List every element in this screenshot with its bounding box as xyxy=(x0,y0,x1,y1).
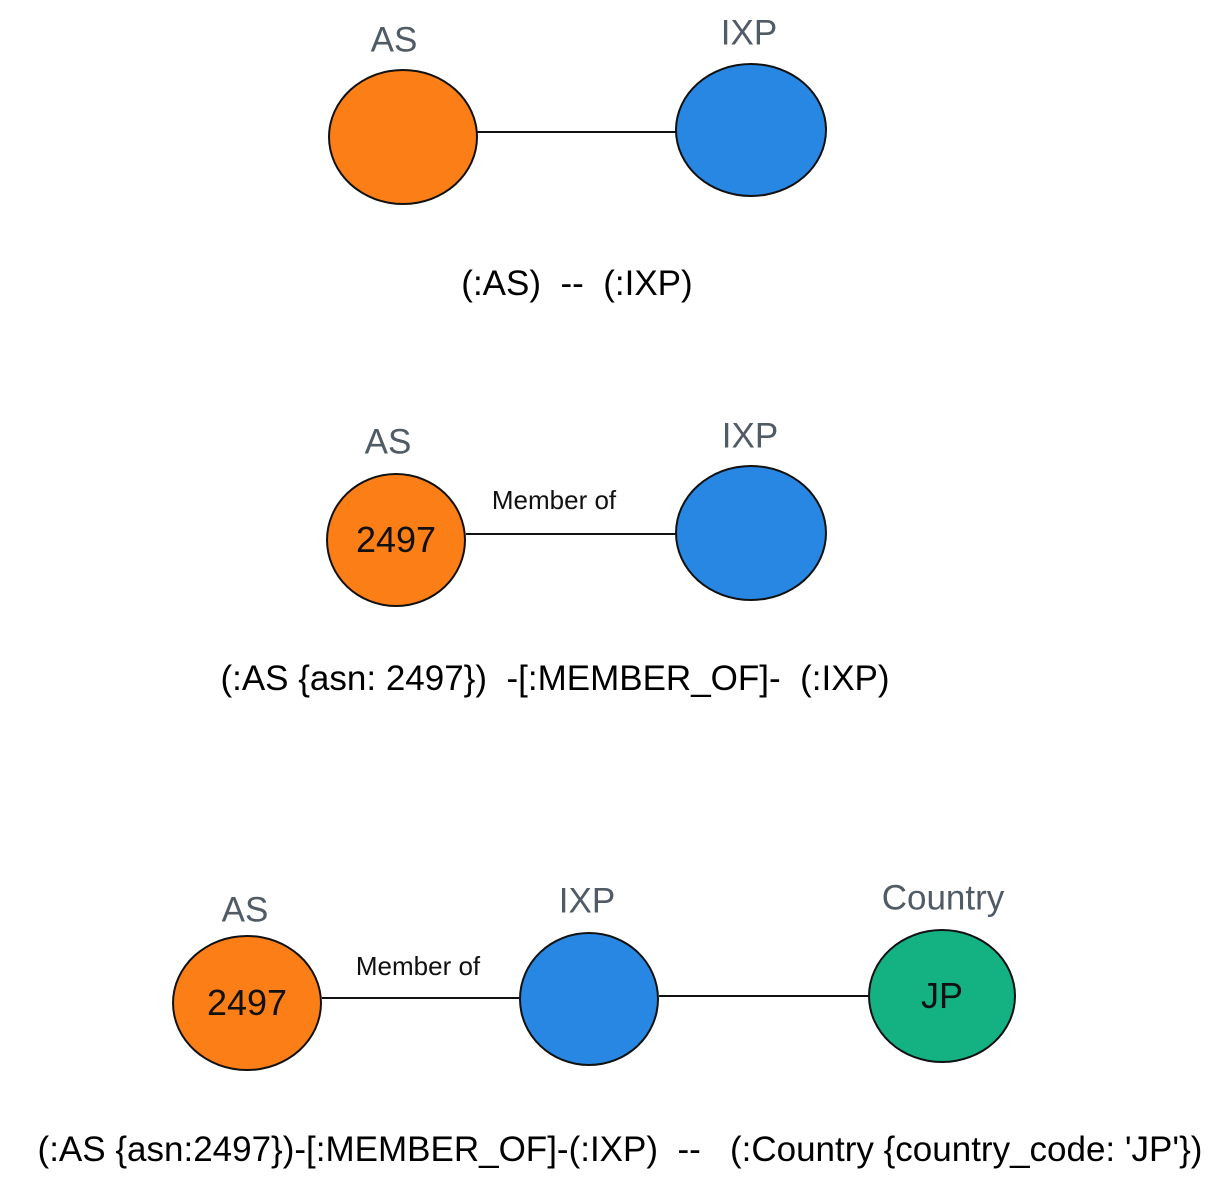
as-node xyxy=(328,69,478,205)
cypher-caption: (:AS {asn: 2497}) -[:MEMBER_OF]- (:IXP) xyxy=(220,659,890,698)
ixp-node-label: IXP xyxy=(720,13,778,53)
as-node: 2497 xyxy=(172,935,322,1071)
edge-line-as-ixp xyxy=(476,131,676,133)
as-node-label: AS xyxy=(221,890,269,930)
ixp-node xyxy=(519,932,659,1066)
cypher-caption: (:AS) -- (:IXP) xyxy=(461,264,693,303)
country-node: JP xyxy=(868,929,1016,1063)
as-node: 2497 xyxy=(326,473,466,607)
edge-line-ixp-country xyxy=(659,995,868,997)
edge-line-member-of xyxy=(322,997,519,999)
as-node-label: AS xyxy=(364,422,412,462)
cypher-caption: (:AS {asn:2497})-[:MEMBER_OF]-(:IXP) -- … xyxy=(37,1130,1203,1169)
edge-line-member-of xyxy=(466,533,675,535)
edge-label-member-of: Member of xyxy=(355,951,481,981)
ixp-node-label: IXP xyxy=(558,881,616,921)
ixp-node xyxy=(675,465,827,601)
country-node-label: Country xyxy=(881,878,1005,918)
as-node-value: 2497 xyxy=(355,519,437,560)
as-node-label: AS xyxy=(370,20,418,60)
as-node-value: 2497 xyxy=(206,982,288,1023)
edge-label-member-of: Member of xyxy=(491,485,617,515)
country-node-value: JP xyxy=(920,975,963,1016)
ixp-node-label: IXP xyxy=(721,416,779,456)
ixp-node xyxy=(675,63,827,197)
